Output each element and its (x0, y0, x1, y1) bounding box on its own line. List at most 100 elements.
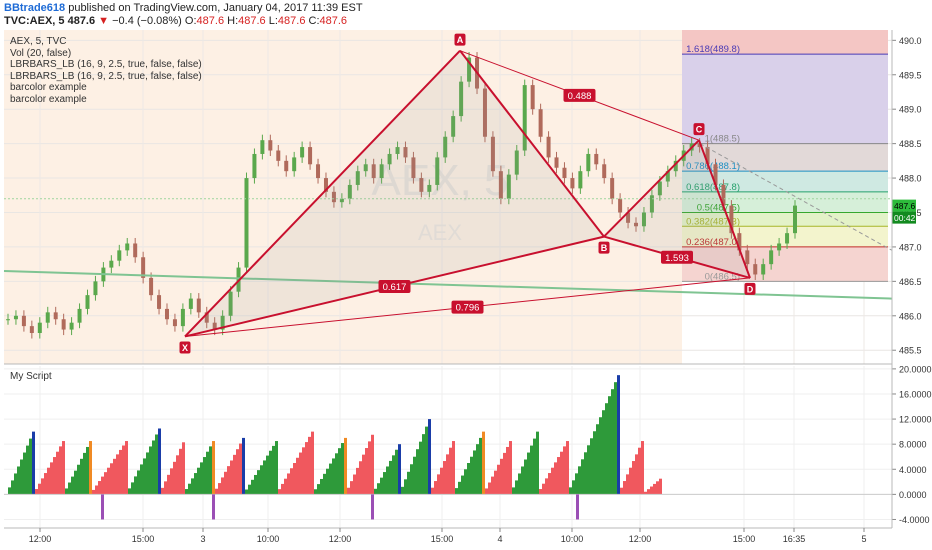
legend-item[interactable]: barcolor example (10, 93, 87, 105)
fib-level-label: 0.236(487.0) (686, 237, 740, 248)
price-tick-label: 489.5 (899, 70, 922, 80)
histogram-bar (575, 473, 578, 495)
candle-body (745, 250, 750, 265)
time-tick-label: 5 (861, 534, 866, 544)
price-axis[interactable]: 485.5486.0486.5487.0487.5488.0488.5489.0… (892, 36, 922, 356)
candle-body (244, 178, 249, 268)
histogram-bar (341, 443, 344, 495)
histogram-bar (470, 456, 473, 495)
candle-body (634, 222, 639, 227)
histogram-bar (383, 472, 386, 495)
histogram-bar (572, 480, 575, 495)
histogram-bar (305, 442, 308, 495)
candle-body (180, 308, 185, 327)
histogram-bar (368, 441, 371, 495)
candle-body (459, 81, 464, 117)
candle-body (252, 153, 257, 179)
histogram-bar (365, 448, 368, 495)
candle-body (13, 315, 18, 320)
histogram-bar (47, 467, 50, 495)
candle-body (125, 243, 130, 251)
watermark-name: AEX (418, 220, 462, 245)
histogram-bar (467, 463, 470, 495)
histogram-bar (272, 445, 275, 495)
author-link[interactable]: BBtrade618 (4, 2, 66, 14)
candle-body (371, 164, 376, 179)
publish-info: BBtrade618 published on TradingView.com,… (4, 2, 363, 14)
histogram-bar (545, 478, 548, 495)
candle-body (419, 178, 424, 192)
histogram-bar (500, 458, 503, 495)
histogram-bar (428, 419, 431, 495)
candle-body (427, 184, 432, 192)
legend-item[interactable]: LBRBARS_LB (16, 9, 2.5, true, false, fal… (10, 70, 202, 82)
histogram-bar (176, 455, 179, 495)
histogram-bar (347, 487, 350, 495)
candle-body (530, 85, 535, 110)
histogram-bar (299, 452, 302, 495)
last-price: 487.6 (67, 15, 96, 27)
time-tick-label: 15:00 (431, 534, 454, 544)
histogram-bar (107, 467, 110, 495)
histogram-bar (137, 470, 140, 495)
pattern-point-label: X (182, 343, 188, 353)
histogram-bar (431, 487, 434, 495)
candle-body (268, 140, 273, 151)
candle-body (626, 212, 631, 223)
histogram-bar (161, 487, 164, 495)
time-tick-label: 10:00 (561, 534, 584, 544)
histogram-bar (89, 441, 92, 495)
high-value: 487.6 (238, 15, 266, 27)
candle-body (331, 191, 336, 203)
signal-spike (212, 494, 215, 520)
signal-spike (576, 494, 579, 520)
histogram-bar (374, 488, 377, 495)
histogram-bar (131, 482, 134, 495)
histogram-bar (497, 464, 500, 495)
candle-body (721, 184, 726, 206)
time-tick-label: 12:00 (29, 534, 52, 544)
candle-body (172, 319, 177, 327)
histogram-bar (416, 449, 419, 495)
histogram-bar (413, 456, 416, 495)
histogram-bar (128, 488, 131, 495)
script-tick-label: 8.0000 (899, 440, 927, 450)
harmonic-pattern[interactable]: X A B C D 0.617 0.796 0.488 1.593 (179, 33, 756, 354)
pattern-point-label: A (457, 35, 464, 45)
legend-item[interactable]: barcolor example (10, 82, 87, 93)
histogram-bar (530, 445, 533, 495)
legend-item[interactable]: Vol (20, false) (10, 47, 72, 59)
histogram-bar (422, 434, 425, 495)
histogram-bar (179, 448, 182, 495)
candle-body (387, 153, 392, 165)
histogram-bar (503, 452, 506, 495)
script-tick-label: -4.0000 (899, 515, 930, 525)
candle-body (697, 143, 702, 148)
legend-item[interactable]: AEX, 5, TVC (10, 36, 67, 47)
histogram-bar (593, 431, 596, 495)
histogram-bar (146, 452, 149, 495)
legend-item[interactable]: LBRBARS_LB (16, 9, 2.5, true, false, fal… (10, 59, 202, 70)
histogram-bar (212, 441, 215, 495)
histogram-bar (56, 451, 59, 495)
histogram-bar (656, 481, 659, 495)
symbol-label: TVC:AEX, 5 (4, 15, 65, 27)
script-title[interactable]: My Script (10, 371, 52, 382)
time-axis[interactable]: 12:00 15:00 3 10:00 12:00 15:00 4 10:00 12:00 15:… (29, 528, 867, 544)
histogram-bar (224, 471, 227, 495)
candle-body (777, 243, 782, 251)
open-label: O: (184, 15, 197, 27)
histogram-bar (236, 449, 239, 495)
histogram-bar (404, 479, 407, 495)
candle-body (141, 257, 146, 278)
fib-retracement[interactable]: 1.618(489.8) 1(488.5) 0.786(488.1) 0.618(48… (682, 30, 888, 282)
histogram-bar (338, 448, 341, 495)
histogram-bar (479, 437, 482, 495)
open-value: 487.6 (196, 15, 225, 27)
script-axis[interactable]: -4.0000 0.0000 4.0000 8.0000 12.0000 16.0000 2… (892, 364, 932, 525)
histogram-bar (488, 482, 491, 495)
histogram-bar (491, 476, 494, 495)
histogram-bar (446, 454, 449, 495)
ratio-label: 0.617 (383, 282, 407, 293)
